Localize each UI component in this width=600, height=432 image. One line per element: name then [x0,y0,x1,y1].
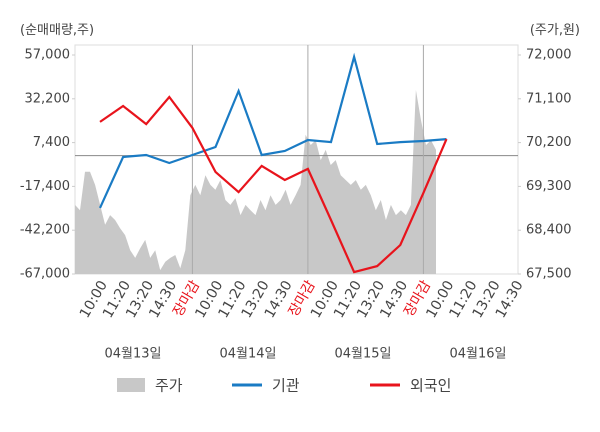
day-label: 04월14일 [219,347,276,362]
y2-tick-label: 72,000 [526,48,572,63]
legend-label: 기관 [272,377,300,395]
day-label: 04월16일 [449,347,506,362]
y-tick-label: -42,200 [20,223,70,238]
series-line [99,95,448,274]
legend-label: 주가 [155,377,183,395]
y2-tick-label: 71,100 [526,91,572,106]
legend-swatch [117,378,145,392]
day-label: 04월13일 [104,347,161,362]
y2-tick-label: 69,300 [526,179,572,194]
y-tick-label: 7,400 [33,135,70,150]
series-line [98,52,447,209]
y2-tick-label: 70,200 [526,135,572,150]
y2-axis-title: (주가,원) [530,23,580,38]
day-label: 04월15일 [334,347,391,362]
y2-tick-label: 67,500 [526,267,572,282]
legend-label: 외국인 [410,377,451,395]
y-tick-label: -17,400 [20,179,70,194]
y2-tick-label: 68,400 [526,223,572,238]
price-area [75,90,436,274]
y-tick-label: -67,000 [20,267,70,282]
y-axis-title: (순매매량,주) [20,23,94,38]
y-tick-label: 32,200 [25,91,71,106]
y-tick-label: 57,000 [25,48,71,63]
